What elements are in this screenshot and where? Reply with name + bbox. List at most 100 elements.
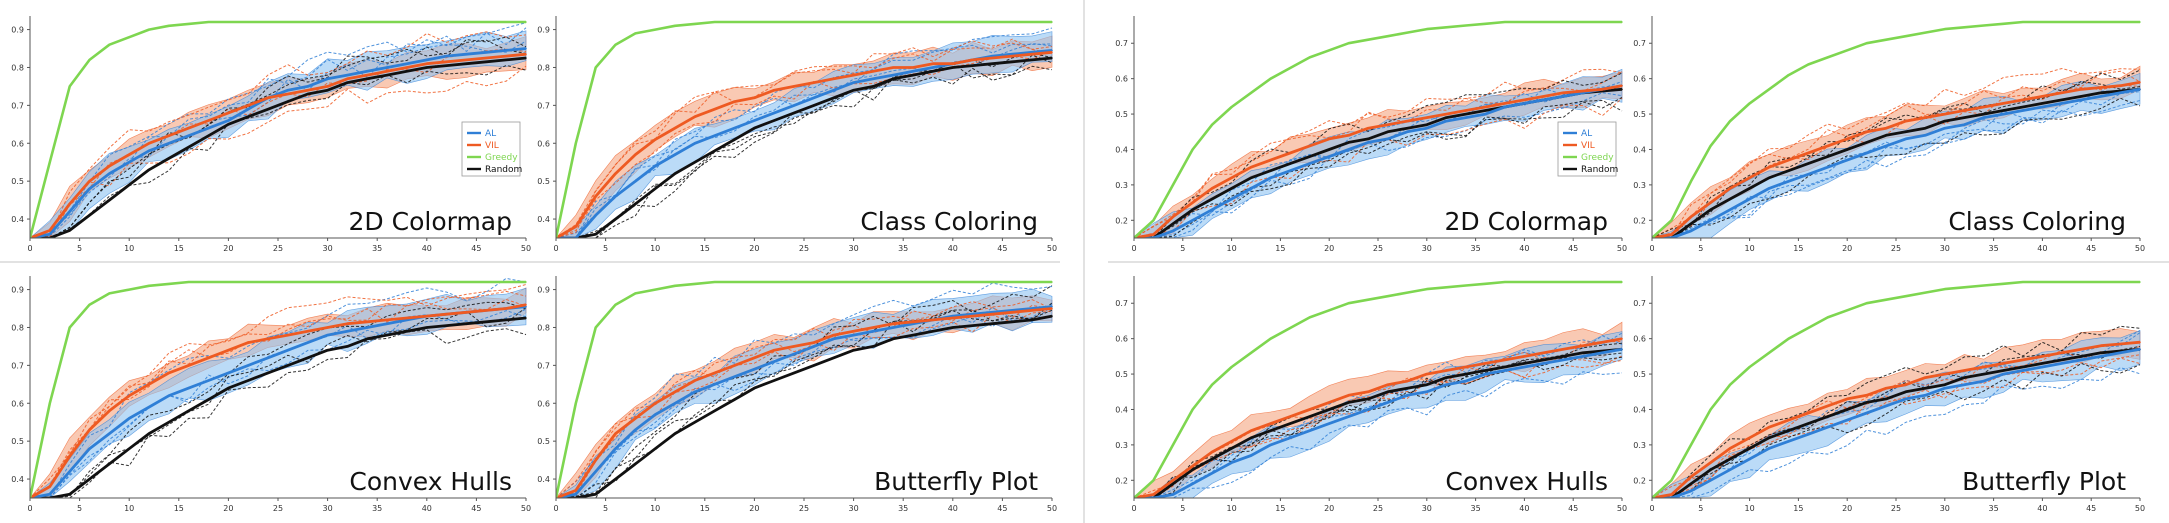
- data-point-greedy: [733, 21, 736, 23]
- run-line-vil: [30, 284, 527, 498]
- data-point-vil: [594, 195, 597, 198]
- data-point-al: [1621, 348, 1623, 351]
- data-point-random: [1465, 373, 1467, 375]
- data-point-al: [1445, 120, 1448, 122]
- data-point-random: [346, 345, 349, 348]
- data-point-greedy: [1826, 56, 1829, 59]
- data-point-al: [833, 338, 835, 340]
- x-tick-label: 10: [1745, 244, 1755, 253]
- data-point-al: [793, 104, 795, 107]
- data-point-al: [1768, 187, 1770, 190]
- data-point-vil: [1328, 138, 1330, 140]
- data-point-vil: [1807, 412, 1809, 414]
- data-point-greedy: [991, 21, 994, 23]
- data-point-vil: [307, 89, 309, 91]
- y-tick-label: 0.6: [11, 139, 24, 148]
- data-point-vil: [733, 100, 736, 103]
- data-point-vil: [852, 74, 855, 76]
- data-point-greedy: [227, 21, 230, 23]
- data-point-random: [793, 372, 795, 374]
- data-point-greedy: [426, 21, 428, 23]
- run-line-vil: [30, 48, 527, 238]
- data-point-al: [1944, 387, 1946, 390]
- x-tick-label: 45: [471, 244, 481, 253]
- panel-left-2d-colormap: 0 5 10 15 20 25 30 35 40 45 50 0.4 0.5 0.6 0.7 0.8 0.9 2D…: [11, 16, 531, 253]
- data-point-random: [2100, 352, 2102, 354]
- data-point-greedy: [68, 326, 71, 329]
- data-point-greedy: [1543, 21, 1545, 23]
- y-tick-label: 0.9: [537, 286, 550, 295]
- data-point-vil: [1051, 51, 1053, 54]
- data-point-greedy: [2022, 21, 2024, 23]
- data-point-greedy: [1230, 106, 1233, 108]
- data-point-al: [2041, 106, 2044, 108]
- data-point-al: [1191, 219, 1194, 222]
- x-tick-label: 10: [1745, 504, 1755, 513]
- data-point-vil: [346, 78, 349, 80]
- data-point-random: [1885, 398, 1887, 400]
- data-point-al: [1269, 177, 1272, 179]
- data-point-vil: [326, 326, 329, 329]
- data-point-vil: [733, 364, 736, 367]
- data-point-random: [1011, 321, 1014, 323]
- data-point-al: [1328, 422, 1330, 425]
- data-point-random: [1709, 208, 1712, 211]
- data-point-greedy: [88, 303, 91, 306]
- y-tick-label: 0.5: [1633, 370, 1646, 379]
- x-tick-label: 5: [1698, 504, 1703, 513]
- data-point-al: [386, 322, 388, 325]
- data-point-vil: [2139, 81, 2141, 83]
- data-point-random: [991, 322, 994, 325]
- data-point-vil: [1308, 145, 1311, 147]
- run-line-random: [30, 64, 527, 238]
- data-point-random: [1484, 109, 1487, 112]
- data-point-random: [2022, 106, 2024, 108]
- data-point-vil: [1670, 493, 1673, 496]
- x-tick-label: 0: [553, 504, 558, 513]
- data-point-al: [1963, 383, 1966, 386]
- data-point-al: [971, 313, 974, 316]
- data-point-greedy: [1426, 288, 1428, 290]
- run-line-vil: [1134, 71, 1623, 238]
- x-tick-label: 5: [1180, 244, 1185, 253]
- data-point-vil: [1367, 391, 1369, 393]
- data-point-random: [207, 398, 210, 401]
- data-point-al: [1748, 458, 1751, 460]
- data-point-random: [267, 372, 269, 374]
- data-point-al: [1562, 359, 1565, 361]
- data-point-vil: [2061, 92, 2063, 94]
- data-point-greedy: [1406, 291, 1409, 294]
- x-tick-label: 30: [1422, 504, 1432, 513]
- data-point-vil: [1484, 362, 1487, 365]
- data-point-random: [267, 108, 269, 110]
- data-point-random: [445, 324, 448, 327]
- data-point-al: [267, 357, 269, 359]
- data-point-random: [634, 203, 637, 205]
- panel-title: Butterfly Plot: [1962, 467, 2126, 496]
- data-point-vil: [833, 78, 835, 80]
- x-tick-label: 30: [323, 244, 333, 253]
- data-point-vil: [148, 383, 150, 386]
- data-point-random: [594, 233, 597, 235]
- data-point-vil: [1011, 55, 1014, 57]
- data-point-al: [614, 447, 617, 450]
- data-point-vil: [525, 303, 527, 306]
- data-point-vil: [1250, 166, 1252, 168]
- data-point-vil: [971, 315, 974, 317]
- data-point-vil: [1172, 216, 1174, 218]
- data-point-al: [1211, 208, 1213, 211]
- x-tick-label: 35: [1989, 244, 1999, 253]
- data-point-greedy: [128, 36, 130, 38]
- y-tick-label: 0.2: [1633, 216, 1646, 225]
- data-point-vil: [426, 62, 428, 65]
- data-point-al: [346, 330, 349, 333]
- data-point-greedy: [733, 281, 736, 283]
- data-point-random: [1807, 422, 1809, 425]
- data-point-greedy: [1230, 366, 1233, 368]
- data-point-greedy: [1709, 408, 1712, 411]
- data-point-greedy: [614, 303, 617, 306]
- data-point-al: [287, 349, 289, 352]
- data-point-al: [68, 210, 71, 213]
- x-tick-label: 10: [124, 504, 134, 513]
- run-line-al: [1134, 92, 1623, 238]
